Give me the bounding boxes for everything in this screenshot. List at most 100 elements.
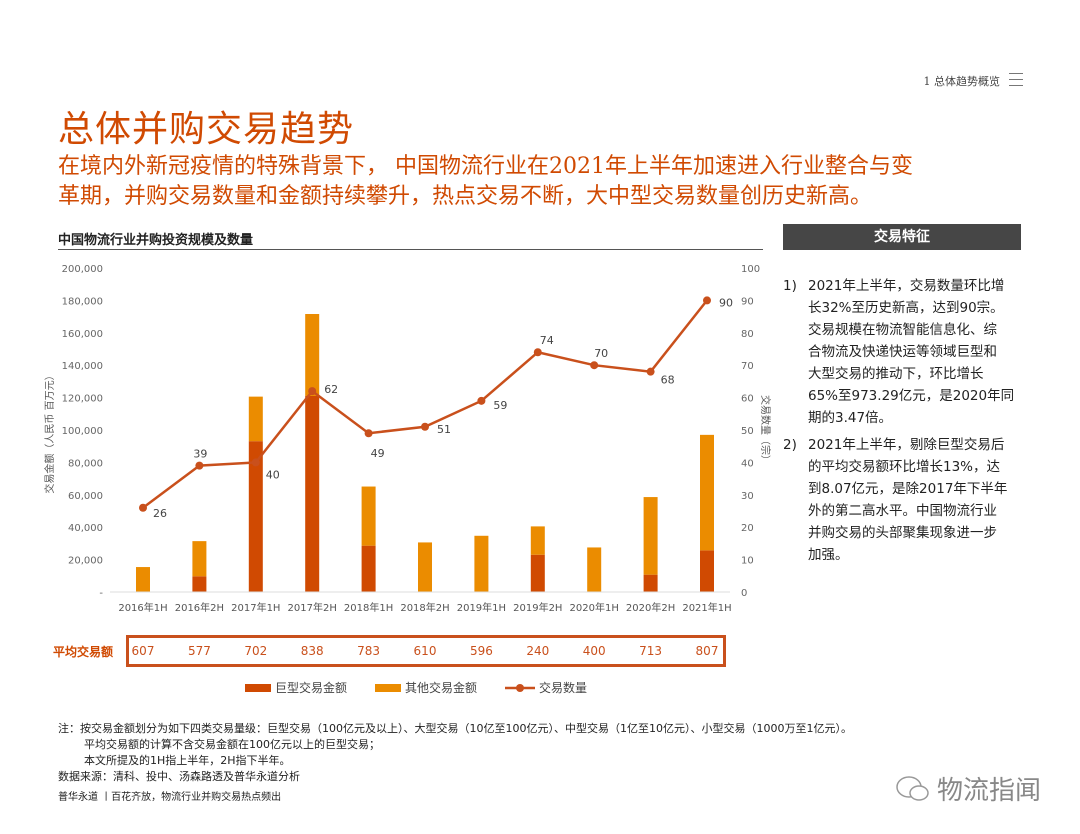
item-text-line: 2021年上半年，剔除巨型交易后 (808, 437, 1005, 453)
avg-value: 713 (639, 644, 663, 658)
subtitle: 在境内外新冠疫情的特殊背景下， 中国物流行业在2021年上半年加速进入行业整合与… (58, 152, 913, 212)
panel-title: 交易特征 (783, 224, 1021, 250)
item-text-line: 期的3.47倍。 (808, 410, 893, 426)
bar-giant (700, 550, 714, 592)
y2-tick-label: 30 (741, 491, 754, 502)
avg-value: 577 (187, 644, 211, 658)
bar-giant (192, 576, 207, 592)
y2-tick-label: 20 (741, 523, 754, 534)
source: 数据来源：清科、投中、汤森路透及普华永道分析 (58, 770, 300, 783)
x-tick-label: 2019年2H (513, 601, 562, 614)
avg-value: 400 (582, 644, 606, 658)
bar-giant (305, 395, 320, 592)
item-text-line: 合物流及快递快运等领域巨型和 (808, 344, 997, 360)
bar-giant (643, 574, 658, 592)
y-tick-label: 20,000 (68, 556, 103, 567)
bar-other (530, 526, 545, 555)
y2-tick-label: 60 (741, 394, 754, 405)
item-text-line: 大型交易的推动下，环比增长 (808, 366, 984, 382)
y-tick-label: 100,000 (62, 426, 103, 437)
y-tick-label: 200,000 (62, 264, 103, 275)
avg-value: 807 (695, 644, 719, 658)
avg-value: 702 (244, 644, 268, 658)
legend-swatch (375, 683, 402, 692)
item-text-line: 交易规模在物流智能信息化、综 (808, 322, 997, 338)
avg-label: 平均交易额 (53, 645, 114, 659)
avg-value: 838 (300, 644, 324, 658)
y-tick-label: 80,000 (68, 458, 103, 469)
count-point (421, 422, 429, 431)
count-label: 40 (266, 468, 280, 481)
y-tick-label: - (99, 588, 103, 599)
x-tick-label: 2017年1H (231, 601, 280, 614)
count-point (308, 387, 317, 396)
hamburger-icon[interactable] (1009, 73, 1023, 91)
y-tick-label: 60,000 (68, 491, 103, 502)
legend: 巨型交易金额 其他交易金额 交易数量 (245, 679, 587, 696)
watermark-text: 物流指闻 (937, 776, 1042, 806)
x-tick-label: 2019年1H (457, 601, 506, 614)
count-label: 74 (540, 334, 554, 347)
count-point (195, 461, 204, 470)
x-tick-label: 2018年1H (344, 601, 393, 614)
subtitle-line: 革期，并购交易数量和金额持续攀升，热点交易不断，大中型交易数量创历史新高。 (58, 184, 873, 209)
legend-label: 巨型交易金额 (275, 681, 348, 695)
section-label: 1 总体趋势概览 (923, 75, 1001, 88)
chart-title: 中国物流行业并购投资规模及数量 (58, 233, 254, 248)
y-tick-label: 180,000 (62, 296, 103, 307)
avg-value: 596 (469, 644, 493, 658)
item-text-line: 并购交易的头部聚集现象进一步 (808, 525, 997, 541)
divider (58, 249, 763, 250)
note-line: 平均交易额的计算不含交易金额在100亿元以上的巨型交易； (84, 738, 380, 751)
x-tick-label: 2016年2H (175, 601, 224, 614)
legend-swatch (245, 683, 271, 692)
note-line: 注：按交易金额划分为如下四类交易量级：巨型交易（100亿元及以上）、大型交易（1… (58, 722, 852, 735)
avg-value: 783 (357, 644, 381, 658)
bar-other (643, 497, 658, 575)
count-point (251, 458, 260, 467)
y-tick-label: 160,000 (62, 329, 103, 340)
y-tick-label: 40,000 (68, 523, 103, 534)
notes: 注：按交易金额划分为如下四类交易量级：巨型交易（100亿元及以上）、大型交易（1… (58, 721, 852, 769)
count-point (533, 348, 542, 357)
item-text-line: 加强。 (808, 547, 849, 563)
avg-value: 240 (526, 644, 550, 658)
bar-giant (530, 554, 545, 592)
item-text-line: 的平均交易额环比增长13%，达 (808, 459, 1001, 475)
x-tick-label: 2021年1H (682, 601, 731, 614)
count-label: 51 (437, 423, 451, 436)
panel-item: 1) 2021年上半年，交易数量环比增 长32%至历史新高，达到90宗。 交易规模在… (783, 275, 1033, 429)
bar-other (248, 396, 263, 442)
count-point (703, 296, 711, 305)
item-text-line: 到8.07亿元，是除2017年下半年 (808, 481, 1008, 497)
x-tick-label: 2017年2H (288, 601, 337, 614)
y-axis-label: 交易金额（人民币 百万元） (43, 370, 56, 493)
bar-giant (361, 545, 376, 592)
bar-giant (248, 441, 263, 592)
panel-item: 2) 2021年上半年，剔除巨型交易后 的平均交易额环比增长13%，达 到8.07亿… (783, 434, 1033, 566)
y2-tick-label: 100 (741, 264, 760, 275)
bar-other (418, 542, 432, 592)
bar-other (361, 486, 376, 546)
x-tick-label: 2020年1H (570, 601, 619, 614)
y-tick-label: 120,000 (62, 394, 103, 405)
y2-tick-label: 0 (741, 588, 747, 599)
x-tick-label: 2016年1H (118, 601, 167, 614)
item-text-line: 长32%至历史新高，达到90宗。 (808, 300, 1004, 316)
item-number: 2) (783, 437, 797, 453)
count-point (590, 361, 599, 370)
page-title: 总体并购交易趋势 (58, 109, 355, 150)
count-line (142, 299, 708, 509)
chart: - 20,000 40,000 60,000 80,000 100,000 120,000 1… (43, 264, 772, 614)
avg-box (126, 635, 726, 667)
subtitle-line: 在境内外新冠疫情的特殊背景下， 中国物流行业在2021年上半年加速进入行业整合与… (58, 154, 913, 179)
avg-value: 607 (131, 644, 155, 658)
count-label: 90 (719, 296, 733, 309)
avg-value: 610 (413, 644, 437, 658)
count-label: 68 (661, 374, 675, 387)
count-label: 59 (493, 399, 507, 412)
count-point (646, 367, 655, 376)
count-label: 62 (324, 383, 338, 396)
note-line: 本文所提及的1H指上半年，2H指下半年。 (84, 754, 291, 767)
